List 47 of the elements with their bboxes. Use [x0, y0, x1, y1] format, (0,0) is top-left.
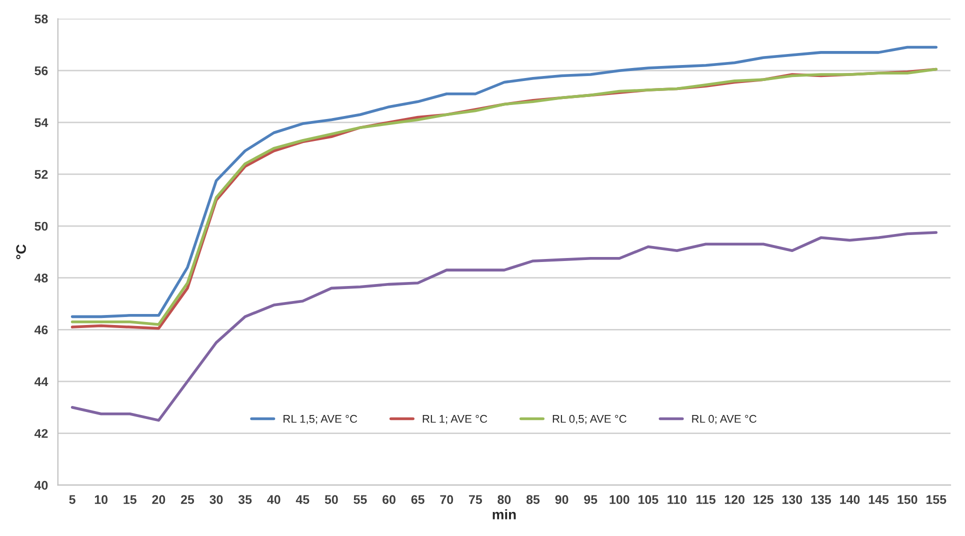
x-tick-label: 40 — [267, 495, 280, 504]
x-tick-label: 150 — [898, 495, 918, 504]
x-tick-label: 135 — [811, 495, 832, 504]
x-axis-title: min — [492, 509, 516, 520]
x-tick-label: 80 — [498, 495, 511, 504]
y-tick-label: 46 — [34, 325, 48, 334]
x-tick-label: 35 — [238, 495, 252, 504]
y-tick-label: 54 — [34, 118, 48, 128]
y-tick-label: 40 — [34, 480, 48, 490]
x-tick-label: 100 — [610, 495, 630, 504]
y-tick-label: 50 — [34, 222, 48, 231]
x-tick-label: 65 — [411, 495, 424, 504]
x-tick-label: 15 — [124, 495, 136, 504]
x-tick-label: 85 — [526, 495, 540, 504]
y-axis-title: °C — [16, 244, 26, 260]
x-tick-label: 25 — [180, 495, 194, 504]
x-tick-label: 130 — [782, 495, 802, 504]
legend-label: RL 0,5; AVE °C — [552, 414, 626, 424]
y-tick-label: 58 — [34, 14, 48, 24]
legend-label: RL 0; AVE °C — [692, 414, 756, 424]
y-tick-label: 42 — [34, 429, 48, 438]
x-tick-label: 5 — [69, 495, 76, 504]
x-tick-label: 125 — [754, 495, 774, 504]
x-tick-label: 110 — [668, 495, 687, 504]
y-tick-label: 44 — [34, 377, 48, 386]
x-tick-label: 50 — [324, 495, 338, 504]
legend-label: RL 1; AVE °C — [422, 414, 488, 424]
x-tick-label: 145 — [868, 495, 889, 504]
x-tick-label: 105 — [638, 495, 658, 504]
x-tick-label: 155 — [926, 495, 946, 504]
x-tick-label: 45 — [296, 495, 310, 504]
x-tick-label: 115 — [696, 495, 716, 504]
y-tick-label: 56 — [34, 66, 48, 76]
x-tick-label: 10 — [94, 495, 108, 504]
x-tick-label: 95 — [584, 495, 598, 504]
x-tick-label: 55 — [354, 495, 367, 504]
x-tick-label: 140 — [840, 495, 860, 504]
x-tick-label: 60 — [382, 495, 396, 504]
legend-label: RL 1,5; AVE °C — [284, 414, 358, 424]
x-tick-label: 90 — [555, 495, 568, 504]
y-tick-label: 52 — [34, 170, 48, 179]
y-tick-label: 48 — [34, 274, 48, 282]
x-tick-label: 75 — [469, 495, 482, 504]
x-tick-label: 70 — [440, 495, 454, 504]
x-tick-label: 20 — [152, 495, 166, 504]
x-tick-label: 30 — [210, 495, 223, 504]
x-tick-label: 120 — [724, 495, 744, 504]
